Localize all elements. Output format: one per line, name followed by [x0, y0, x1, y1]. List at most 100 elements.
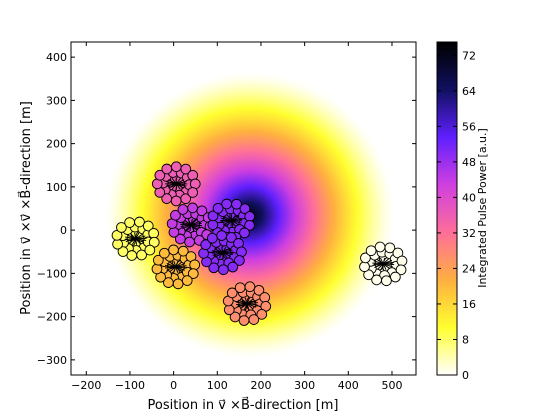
x-tick-label: 400 — [338, 379, 359, 392]
station-antenna — [239, 203, 251, 215]
station-antenna — [168, 244, 179, 256]
colorbar-tick-label: 72 — [462, 49, 476, 62]
station-antenna — [234, 255, 245, 266]
station-antenna — [227, 261, 239, 273]
station-antenna — [231, 198, 242, 210]
station-antenna — [134, 216, 145, 228]
station-antenna — [244, 211, 256, 222]
y-tick-label: −200 — [37, 311, 67, 324]
colorbar-ticks: 0 8 16 24 32 40 48 56 64 72 — [437, 49, 476, 382]
station-antenna — [384, 242, 396, 254]
station-antenna — [371, 274, 382, 286]
station-antenna — [159, 247, 170, 259]
colorbar-tick-label: 48 — [462, 156, 476, 169]
y-tick-label: 200 — [46, 138, 67, 151]
stations-layer — [111, 161, 408, 326]
station-antenna — [112, 238, 123, 250]
station — [166, 202, 216, 248]
station-antenna — [198, 248, 209, 259]
station-arm — [223, 215, 240, 226]
station — [222, 281, 272, 326]
plot-area — [70, 41, 417, 376]
station-antenna — [181, 275, 193, 286]
station-antenna — [365, 245, 377, 257]
station-antenna — [116, 222, 127, 233]
station-antenna — [248, 314, 260, 325]
station-antenna — [163, 277, 174, 288]
station-arm — [165, 181, 187, 187]
station-antenna — [239, 227, 250, 239]
station — [151, 244, 201, 290]
station-antenna — [396, 255, 408, 267]
station-antenna — [170, 161, 182, 173]
x-tick-label: −200 — [71, 379, 101, 392]
station-antenna — [360, 252, 371, 264]
station-antenna — [184, 236, 195, 248]
y-tick-label: 300 — [46, 94, 67, 107]
y-axis-label: Position in v⃗ ×v⃗ ×B⃗-direction [m] — [18, 101, 34, 315]
x-tick-label: 300 — [294, 379, 315, 392]
station-arm — [217, 246, 228, 259]
station-antenna — [374, 241, 386, 253]
station-antenna — [170, 209, 181, 221]
station-antenna — [174, 233, 186, 245]
station-antenna — [216, 230, 228, 241]
y-tick-label: 100 — [46, 181, 67, 194]
station — [198, 230, 247, 276]
station-antenna — [161, 193, 173, 204]
station-antenna — [144, 244, 156, 256]
y-axis: −300 −200 −100 0 100 200 300 400 — [37, 51, 416, 367]
station-antenna — [187, 202, 198, 214]
station-antenna — [151, 263, 163, 275]
station-antenna — [177, 245, 189, 257]
colorbar-tick-label: 56 — [462, 120, 476, 133]
station-antenna — [212, 202, 224, 214]
x-axis: −200 −100 0 100 200 300 400 500 — [71, 42, 402, 392]
station-antenna — [148, 228, 160, 239]
station-antenna — [256, 309, 268, 320]
x-tick-label: −100 — [115, 379, 145, 392]
station-antenna — [168, 226, 180, 238]
station-antenna — [244, 281, 256, 293]
station-arm — [164, 265, 187, 269]
station-antenna — [395, 264, 407, 276]
station-arm — [124, 237, 147, 240]
y-tick-label: −100 — [37, 267, 67, 280]
station-antenna — [177, 204, 189, 215]
x-tick-label: 0 — [170, 379, 177, 392]
station-antenna — [359, 261, 370, 273]
station-antenna — [381, 275, 392, 287]
station-antenna — [234, 282, 246, 294]
x-axis-label: Position in v⃗ ×B⃗-direction [m] — [148, 397, 339, 413]
station-antenna — [238, 315, 250, 326]
station-antenna — [207, 219, 219, 231]
station-arm — [181, 221, 201, 229]
colorbar-tick-label: 24 — [462, 262, 476, 275]
station-antenna — [226, 287, 238, 299]
colorbar-tick-label: 8 — [462, 333, 469, 346]
colorbar-frame — [436, 41, 458, 376]
station-antenna — [124, 217, 135, 228]
station-antenna — [172, 278, 184, 290]
station-antenna — [223, 304, 235, 316]
station-antenna — [154, 169, 166, 181]
x-tick-label: 500 — [381, 379, 402, 392]
station-antenna — [253, 284, 265, 296]
colorbar-tick-label: 16 — [462, 298, 476, 311]
station — [359, 241, 408, 287]
station-antenna — [126, 250, 138, 261]
station-antenna — [221, 198, 233, 210]
station — [111, 216, 160, 261]
station-antenna — [152, 254, 164, 266]
station-antenna — [170, 195, 182, 207]
station-antenna — [259, 292, 271, 303]
x-tick-label: 100 — [207, 379, 228, 392]
y-tick-label: 400 — [46, 51, 67, 64]
colorbar-tick-label: 40 — [462, 191, 476, 204]
station — [151, 161, 201, 207]
plot-frame — [70, 41, 417, 376]
station-antenna — [236, 246, 247, 258]
colorbar-gradient — [437, 42, 457, 375]
station-antenna — [161, 163, 173, 175]
